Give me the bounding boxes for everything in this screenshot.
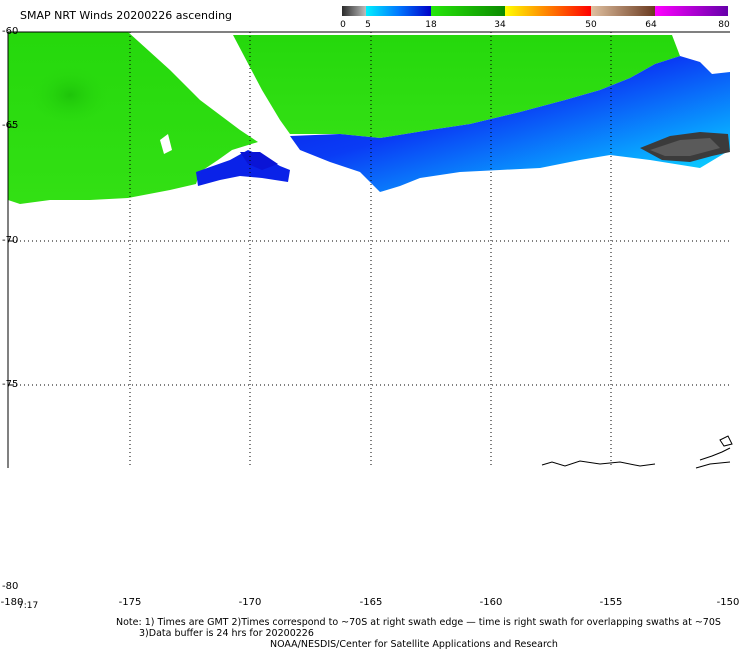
- colorbar-tick-5: 5: [365, 20, 371, 30]
- colorbar-tick-0: 0: [340, 20, 346, 30]
- coastline: [541, 435, 733, 469]
- colorbar: [342, 6, 728, 16]
- colorbar-segment-moderate: [431, 6, 505, 16]
- colorbar-segment-light: [366, 6, 431, 16]
- lat-label-80: -80: [2, 581, 19, 592]
- coastline-segment-center: [541, 460, 656, 467]
- colorbar-segment-gale: [505, 6, 591, 16]
- map-grid: [7, 31, 730, 468]
- lat-label-70: -70: [2, 235, 19, 246]
- swath-time-label: 7:17: [18, 601, 39, 611]
- lon-label-180: -180: [0, 597, 24, 608]
- lon-label-175: -175: [118, 597, 142, 608]
- colorbar-tick-18: 18: [425, 20, 437, 30]
- colorbar-segment-hurricane: [655, 6, 728, 16]
- credit-line: NOAA/NESDIS/Center for Satellite Applica…: [270, 639, 558, 650]
- colorbar-tick-64: 64: [645, 20, 657, 30]
- lon-label-165: -165: [359, 597, 383, 608]
- lon-label-160: -160: [479, 597, 503, 608]
- lat-label-75: -75: [2, 379, 19, 390]
- colorbar-segment-storm: [591, 6, 655, 16]
- map-title: SMAP NRT Winds 20200226 ascending: [20, 9, 233, 22]
- swath-right-green: [233, 35, 680, 138]
- colorbar-tick-80: 80: [718, 20, 730, 30]
- lat-label-65: -65: [2, 120, 19, 131]
- coastline-island: [719, 435, 733, 447]
- coastline-segment-lower: [695, 461, 731, 469]
- swath-gap: [160, 134, 172, 154]
- note-line-1: Note: 1) Times are GMT 2)Times correspon…: [116, 617, 721, 628]
- lon-label-155: -155: [599, 597, 623, 608]
- lon-label-150: -150: [716, 597, 740, 608]
- colorbar-tick-50: 50: [585, 20, 597, 30]
- swath-left-core: [30, 65, 110, 125]
- swath-right-blue: [290, 56, 730, 192]
- coastline-segment-right: [699, 447, 731, 461]
- colorbar-segment-calm: [342, 6, 366, 16]
- colorbar-tick-34: 34: [494, 20, 506, 30]
- wind-swaths: [8, 32, 730, 204]
- lat-label-60: -60: [2, 26, 19, 37]
- swath-calm-core: [650, 138, 720, 156]
- note-line-2: 3)Data buffer is 24 hrs for 20200226: [139, 628, 314, 639]
- lon-label-170: -170: [238, 597, 262, 608]
